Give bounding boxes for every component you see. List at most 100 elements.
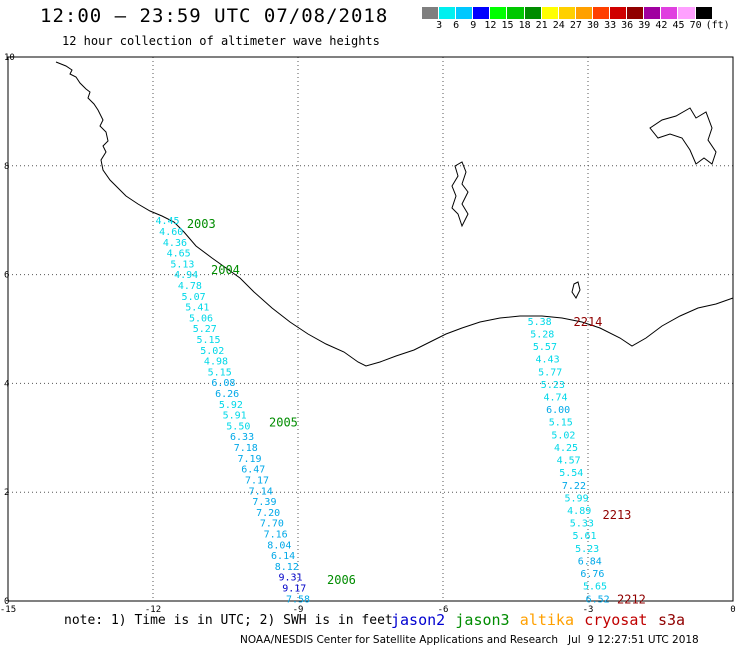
- wave-height-value: 4.60: [159, 227, 183, 238]
- wave-height-value: 6.76: [580, 569, 604, 580]
- wave-height-value: 4.43: [536, 355, 560, 366]
- wave-height-value: 6.84: [578, 556, 602, 567]
- legend-swatch: [439, 7, 457, 19]
- pass-time-label: 2006: [327, 573, 356, 587]
- wave-height-value: 4.45: [155, 216, 179, 227]
- wave-height-value: 5.13: [170, 259, 194, 270]
- pass-time-label: 2003: [187, 217, 216, 231]
- legend-swatch: [644, 7, 662, 19]
- wave-height-value: 6.00: [546, 405, 570, 416]
- legend-label: 21: [535, 20, 548, 31]
- pass-time-label: 2213: [603, 508, 632, 522]
- y-tick-label: 2: [4, 488, 9, 498]
- wave-height-value: 5.02: [551, 430, 575, 441]
- wave-height-value: 6.33: [230, 432, 254, 443]
- wave-height-value: 5.06: [189, 313, 213, 324]
- legend-swatch: [695, 7, 713, 19]
- wave-height-value: 5.15: [196, 335, 220, 346]
- legend-label: 27: [569, 20, 582, 31]
- wave-height-value: 4.65: [167, 249, 191, 260]
- wave-height-legend: 3 6 9 12 15 18 21 24 27 30 33 36 39 42 45 70 (ft): [422, 7, 730, 33]
- wave-height-value: 9.17: [282, 583, 306, 594]
- pass-time-label: 2005: [269, 415, 298, 429]
- wave-height-value: 5.27: [193, 324, 217, 335]
- island-outline: [571, 281, 581, 299]
- legend-label: 24: [552, 20, 565, 31]
- wave-height-value: 5.38: [528, 317, 552, 328]
- wave-height-value: 5.07: [182, 292, 206, 303]
- coastline: [55, 61, 734, 367]
- legend-swatch: [507, 7, 525, 19]
- credit-line: NOAA/NESDIS Center for Satellite Applica…: [240, 634, 699, 646]
- y-tick-label: 10: [4, 53, 15, 63]
- wave-height-value: 5.50: [226, 421, 250, 432]
- wave-height-value: 4.98: [204, 357, 228, 368]
- wave-height-value: 4.94: [174, 270, 198, 281]
- legend-unit: (ft): [705, 20, 730, 31]
- legend-label: 39: [638, 20, 651, 31]
- wave-height-value: 5.02: [200, 346, 224, 357]
- pass-time-label: 2212: [617, 592, 646, 606]
- wave-height-value: 6.14: [271, 551, 295, 562]
- legend-swatch: [456, 7, 474, 19]
- wave-height-value: 4.57: [557, 456, 581, 467]
- wave-height-value: 9.31: [278, 573, 302, 584]
- footnote: note: 1) Time is in UTC; 2) SWH is in fe…: [64, 613, 393, 628]
- wave-height-value: 7.20: [256, 508, 280, 519]
- legend-label: 9: [470, 20, 477, 31]
- wave-height-value: 5.61: [572, 531, 596, 542]
- wave-height-value: 4.36: [163, 238, 187, 249]
- wave-height-value: 7.39: [252, 497, 276, 508]
- legend-swatches: [422, 7, 713, 19]
- wave-height-value: 7.70: [260, 519, 284, 530]
- wave-height-value: 7.16: [264, 529, 288, 540]
- legend-label: 12: [484, 20, 497, 31]
- legend-swatch: [661, 7, 679, 19]
- legend-swatch: [524, 7, 542, 19]
- wave-height-value: 8.04: [267, 540, 291, 551]
- wave-height-value: 7.22: [562, 481, 586, 492]
- wave-height-value: 5.23: [541, 380, 565, 391]
- wave-height-value: 5.15: [208, 367, 232, 378]
- wave-height-value: 6.26: [215, 389, 239, 400]
- map-subtitle: 12 hour collection of altimeter wave hei…: [62, 34, 380, 48]
- legend-swatch: [558, 7, 576, 19]
- wave-height-value: 7.18: [234, 443, 258, 454]
- legend-swatch: [678, 7, 696, 19]
- wave-height-value: 7.17: [245, 475, 269, 486]
- x-tick-label: -9: [293, 605, 304, 615]
- legend-swatch: [610, 7, 628, 19]
- legend-label: 30: [586, 20, 600, 31]
- wave-height-value: 6.52: [586, 594, 610, 605]
- wave-height-value: 5.65: [583, 582, 607, 593]
- satellite-name: altika: [519, 611, 574, 629]
- satellite-name: cryosat: [584, 611, 648, 629]
- legend-swatch: [422, 7, 440, 19]
- legend-label: 18: [518, 20, 531, 31]
- legend-label: 6: [453, 20, 460, 31]
- lake-outline: [451, 161, 469, 228]
- y-tick-label: 8: [4, 162, 9, 172]
- legend-label: 36: [621, 20, 634, 31]
- legend-label: 3: [436, 20, 443, 31]
- wave-height-value: 4.74: [543, 393, 567, 404]
- legend-label: 42: [655, 20, 668, 31]
- wave-height-value: 5.33: [570, 519, 594, 530]
- wave-height-value: 6.47: [241, 465, 265, 476]
- y-tick-label: 4: [4, 379, 9, 389]
- legend-label: 33: [604, 20, 617, 31]
- legend-swatch: [490, 7, 508, 19]
- legend-swatch: [473, 7, 491, 19]
- legend-swatch: [627, 7, 645, 19]
- legend-swatch: [592, 7, 611, 19]
- x-tick-label: -15: [0, 605, 16, 615]
- wave-height-value: 6.08: [211, 378, 235, 389]
- x-tick-label: 0: [730, 605, 735, 615]
- wave-height-value: 4.89: [567, 506, 591, 517]
- wave-height-value: 5.54: [559, 468, 583, 479]
- wave-height-value: 5.28: [530, 329, 554, 340]
- legend-label: 45: [672, 20, 685, 31]
- wave-height-value: 5.99: [565, 493, 589, 504]
- wave-height-value: 5.92: [219, 400, 243, 411]
